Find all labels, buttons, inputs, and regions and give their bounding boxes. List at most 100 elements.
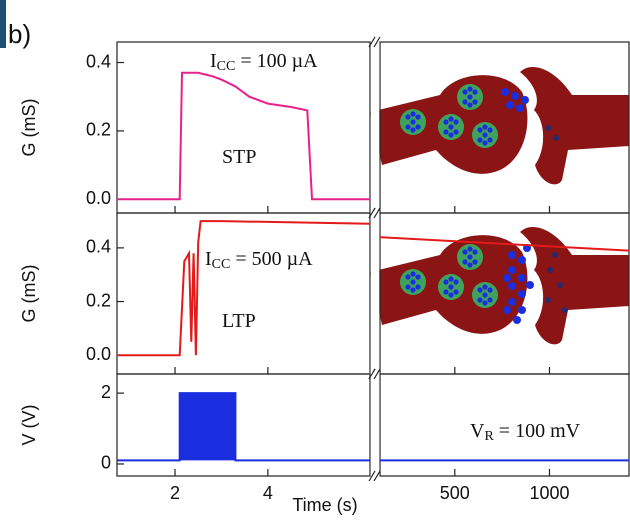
data-line: [379, 236, 630, 252]
neurotransmitter: [443, 289, 449, 295]
neurotransmitter: [513, 316, 521, 324]
neurotransmitter: [462, 249, 468, 255]
neurotransmitter: [443, 119, 449, 125]
neurotransmitter: [405, 114, 411, 120]
neurotransmitter: [405, 284, 411, 290]
annotation: STP: [222, 146, 256, 168]
neurotransmitter: [448, 116, 454, 122]
neurotransmitter: [518, 306, 526, 314]
receptor-bound: [562, 307, 568, 313]
neurotransmitter: [477, 137, 483, 143]
neurotransmitter: [462, 259, 468, 265]
neurotransmitter: [503, 274, 511, 282]
neurotransmitter: [516, 104, 524, 112]
neurotransmitter: [453, 129, 459, 135]
annotation-text: = 100 mV: [494, 420, 581, 442]
receptor-bound: [552, 252, 558, 258]
annotation-text: LTP: [222, 310, 256, 332]
plot-frame: [116, 373, 371, 477]
data-line: [117, 71, 370, 201]
neurotransmitter: [477, 287, 483, 293]
neurotransmitter: [415, 284, 421, 290]
axis-break: [368, 207, 376, 219]
annotation-subscript: CC: [212, 257, 231, 272]
neurotransmitter: [453, 119, 459, 125]
y-tick-label: 0.2: [86, 290, 111, 310]
neurotransmitter: [448, 132, 454, 138]
neurotransmitter: [410, 127, 416, 133]
annotation-text: I: [205, 248, 212, 270]
annotation: ICC = 100 µA: [210, 50, 318, 75]
neurotransmitter: [472, 99, 478, 105]
y-tick-label: 0.4: [86, 237, 111, 257]
y-tick-label: 0: [101, 453, 111, 473]
annotation-text: = 100 µA: [235, 50, 318, 72]
neurotransmitter: [462, 89, 468, 95]
neurotransmitter: [462, 99, 468, 105]
neurotransmitter: [467, 86, 473, 92]
neurotransmitter: [518, 256, 526, 264]
plot-frame: [116, 212, 371, 375]
synapse-illustration: [370, 226, 629, 345]
neurotransmitter: [405, 124, 411, 130]
neurotransmitter: [511, 92, 519, 100]
y-axis-label: G (mS): [19, 99, 39, 157]
neurotransmitter: [448, 276, 454, 282]
neurotransmitter: [410, 119, 416, 125]
neurotransmitter: [467, 246, 473, 252]
neurotransmitter: [506, 101, 514, 109]
x-tick-label: 2: [170, 483, 180, 503]
neurotransmitter: [415, 114, 421, 120]
axis-break: [373, 470, 381, 482]
neurotransmitter: [410, 287, 416, 293]
axis-break-gap: [370, 211, 380, 376]
annotation: VR = 100 mV: [470, 420, 581, 445]
neurotransmitter: [482, 300, 488, 306]
neurotransmitter: [472, 259, 478, 265]
axis-break: [368, 470, 376, 482]
neurotransmitter: [448, 284, 454, 290]
neurotransmitter: [487, 297, 493, 303]
neurotransmitter: [477, 297, 483, 303]
axis-break: [373, 36, 381, 48]
postsynaptic-terminal: [520, 66, 629, 185]
neurotransmitter: [448, 292, 454, 298]
neurotransmitter: [482, 132, 488, 138]
neurotransmitter: [410, 111, 416, 117]
y-tick-label: 0.4: [86, 51, 111, 71]
neurotransmitter: [482, 292, 488, 298]
neurotransmitter: [487, 127, 493, 133]
data-line: [117, 392, 370, 462]
y-tick-label: 0.0: [86, 344, 111, 364]
neurotransmitter: [518, 290, 526, 298]
neurotransmitter: [521, 96, 529, 104]
neurotransmitter: [482, 140, 488, 146]
receptor-bound: [557, 282, 563, 288]
neurotransmitter: [482, 284, 488, 290]
x-axis-label: Time (s): [292, 495, 357, 515]
neurotransmitter: [477, 127, 483, 133]
synapse-illustration: [370, 66, 629, 185]
neurotransmitter: [415, 274, 421, 280]
annotation-text: I: [210, 50, 217, 72]
annotation-text: STP: [222, 146, 256, 168]
neurotransmitter: [467, 102, 473, 108]
receptor-bound: [545, 297, 551, 303]
axis-break: [373, 207, 381, 219]
neurotransmitter: [508, 251, 516, 259]
y-tick-label: 2: [101, 382, 111, 402]
x-tick-label: 4: [263, 483, 273, 503]
annotation-text: V: [470, 420, 485, 442]
neurotransmitter: [405, 274, 411, 280]
neurotransmitter: [482, 124, 488, 130]
annotation-subscript: R: [484, 429, 494, 444]
y-tick-label: 0.2: [86, 120, 111, 140]
pulse-fill: [117, 393, 370, 461]
neurotransmitter: [410, 271, 416, 277]
neurotransmitter: [410, 279, 416, 285]
neurotransmitter: [508, 282, 516, 290]
neurotransmitter: [453, 279, 459, 285]
neurotransmitter: [518, 274, 526, 282]
axis-break-gap: [370, 40, 380, 215]
panel-label: b): [8, 19, 31, 49]
